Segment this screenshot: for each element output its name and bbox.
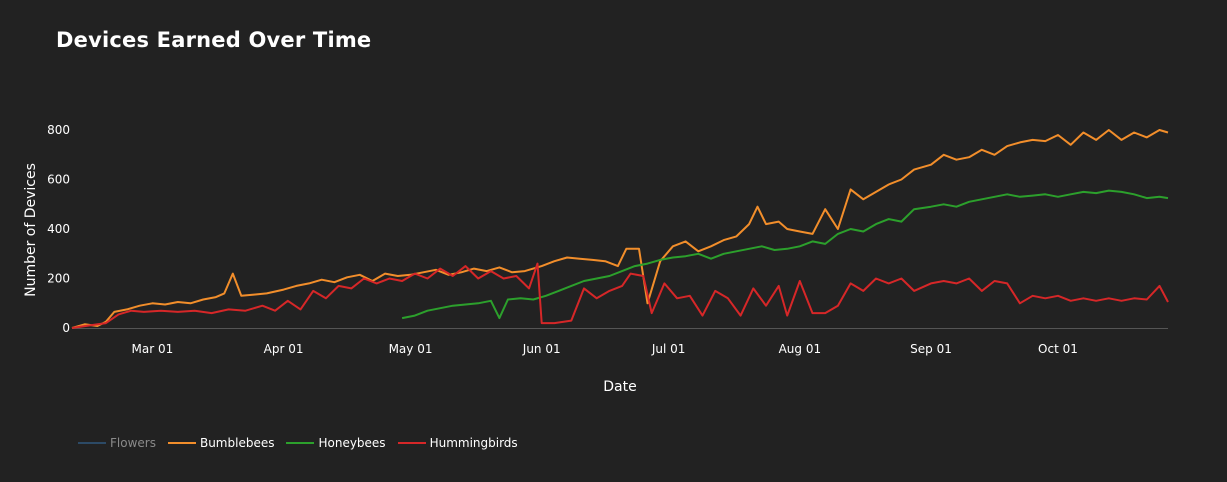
legend-item-bumblebees[interactable]: Bumblebees <box>167 436 275 450</box>
y-tick-label: 0 <box>62 321 70 335</box>
x-tick-label: May 01 <box>389 342 433 356</box>
legend-label: Flowers <box>110 436 156 450</box>
chart-axes: 0 200 400 600 800 Mar 01 Apr 01 May 01 Jun 01 Jul… <box>47 123 1168 356</box>
x-tick-label: Mar 01 <box>132 342 174 356</box>
y-axis-label: Number of Devices <box>23 163 39 297</box>
x-tick-label: Sep 01 <box>910 342 952 356</box>
x-tick-label: Aug 01 <box>779 342 822 356</box>
legend-label: Bumblebees <box>199 436 275 450</box>
x-tick-label: Jul 01 <box>651 342 686 356</box>
x-tick-label: Apr 01 <box>264 342 304 356</box>
legend-swatch-honeybees <box>286 442 315 444</box>
legend-label: Hummingbirds <box>429 436 518 450</box>
legend-item-hummingbirds[interactable]: Hummingbirds <box>397 436 518 450</box>
series-layer <box>71 129 1169 329</box>
legend-swatch-hummingbirds <box>397 442 426 444</box>
series-line-honeybees[interactable] <box>401 189 1169 320</box>
x-tick-label: Oct 01 <box>1038 342 1078 356</box>
legend: Flowers Bumblebees Honeybees Hummingbird… <box>78 436 518 450</box>
x-axis-label: Date <box>603 379 636 395</box>
y-tick-label: 400 <box>47 222 70 236</box>
legend-label: Honeybees <box>318 436 386 450</box>
series-line-bumblebees[interactable] <box>71 129 1169 329</box>
chart-title: Devices Earned Over Time <box>56 28 372 52</box>
y-tick-label: 600 <box>47 173 70 187</box>
y-tick-label: 200 <box>47 272 70 286</box>
x-tick-label: Jun 01 <box>522 342 561 356</box>
legend-swatch-flowers <box>78 442 106 444</box>
legend-swatch-bumblebees <box>167 442 196 444</box>
legend-item-flowers[interactable]: Flowers <box>78 436 156 450</box>
y-tick-label: 800 <box>47 123 70 137</box>
legend-item-honeybees[interactable]: Honeybees <box>286 436 386 450</box>
series-line-hummingbirds[interactable] <box>71 262 1169 329</box>
